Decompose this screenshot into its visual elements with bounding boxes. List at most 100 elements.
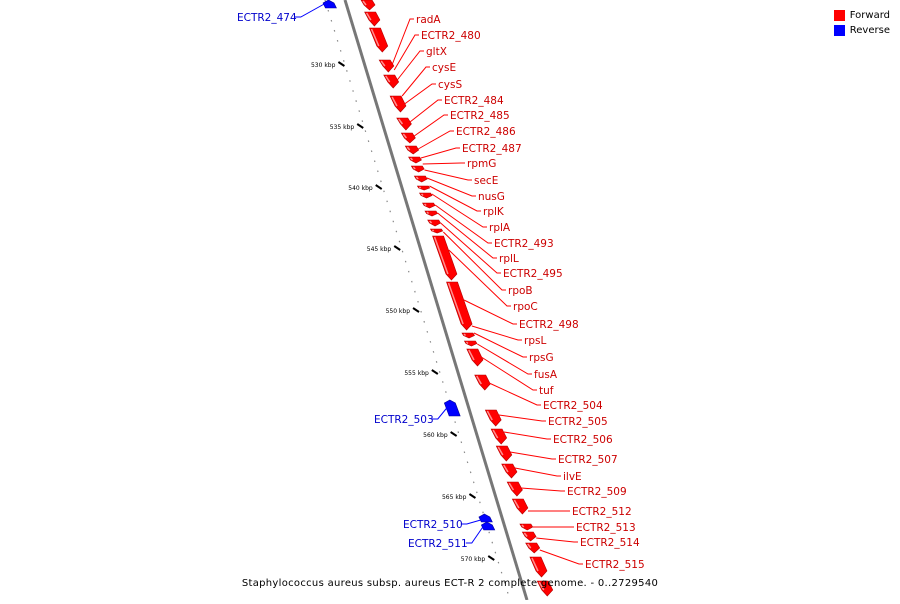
forward-gene-arrow (419, 192, 433, 199)
forward-gene-label[interactable]: ECTR2_514 (580, 537, 640, 549)
reverse-gene-label[interactable]: ECTR2_474 (237, 12, 297, 24)
forward-label-leader (420, 147, 460, 159)
forward-label-leader (404, 83, 436, 105)
forward-gene-label[interactable]: radA (416, 14, 441, 26)
forward-gene-highlight (426, 211, 430, 215)
forward-gene-label[interactable]: rpoC (513, 301, 538, 313)
forward-gene-label[interactable]: ilvE (563, 471, 582, 483)
forward-gene-label[interactable]: cysS (438, 79, 462, 91)
forward-label-leader (409, 99, 442, 123)
forward-gene-label[interactable]: rpmG (467, 158, 496, 170)
reverse-swatch (833, 25, 845, 36)
forward-gene-arrow (463, 340, 478, 347)
genome-backbone (343, 0, 529, 601)
reverse-gene-label[interactable]: ECTR2_511 (408, 538, 468, 550)
forward-label-leader (431, 193, 487, 228)
forward-gene-label[interactable]: ECTR2_485 (450, 110, 510, 122)
scale-tick-label: 555 kbp (404, 370, 429, 377)
forward-label-leader (424, 169, 472, 181)
forward-gene-label[interactable]: tuf (539, 385, 554, 397)
forward-label-leader (396, 50, 424, 81)
forward-gene-label[interactable]: ECTR2_484 (444, 95, 504, 107)
forward-gene-highlight (424, 203, 427, 207)
reverse-gene-arrow (322, 0, 337, 9)
forward-gene-label[interactable]: rplA (489, 222, 511, 234)
forward-gene-label[interactable]: rpoB (508, 285, 533, 297)
forward-label-leader (443, 231, 506, 291)
forward-gene-label[interactable]: ECTR2_506 (553, 434, 613, 446)
forward-gene-label[interactable]: ECTR2_487 (462, 143, 522, 155)
forward-gene-highlight (476, 375, 482, 385)
forward-gene-label[interactable]: ECTR2_509 (567, 486, 627, 498)
forward-gene-label[interactable]: cysE (432, 62, 456, 74)
forward-gene-label[interactable]: ECTR2_493 (494, 238, 554, 250)
forward-label-leader (488, 382, 541, 406)
legend-reverse-label: Reverse (849, 25, 890, 36)
forward-gene-label[interactable]: rplL (499, 253, 519, 265)
forward-label-leader (448, 249, 511, 307)
forward-label-leader (481, 356, 537, 391)
forward-gene-label[interactable]: gltX (426, 46, 447, 58)
forward-gene-label[interactable]: ECTR2_480 (421, 30, 481, 42)
forward-gene-highlight (391, 96, 398, 107)
forward-gene-label[interactable]: ECTR2_504 (543, 400, 603, 412)
scale-tick-label: 550 kbp (386, 308, 411, 315)
forward-gene-highlight (415, 176, 419, 180)
scale-tick-label: 540 kbp (348, 185, 373, 192)
forward-label-leader (514, 467, 561, 477)
forward-label-leader (463, 299, 517, 325)
forward-label-leader (401, 66, 430, 97)
forward-gene-arrow (410, 165, 425, 173)
forward-gene-label[interactable]: nusG (478, 191, 505, 203)
reverse-label-leader (431, 407, 448, 420)
reverse-gene-label[interactable]: ECTR2_510 (403, 519, 463, 531)
forward-label-leader (393, 34, 419, 71)
forward-gene-arrow (429, 228, 444, 234)
forward-gene-highlight (418, 186, 422, 189)
legend-reverse: Reverse (833, 23, 890, 38)
forward-label-leader (471, 325, 522, 341)
forward-label-leader (417, 130, 454, 150)
forward-gene-label[interactable]: ECTR2_498 (519, 319, 579, 331)
scale-tick-label: 565 kbp (442, 494, 467, 501)
forward-gene-highlight (492, 429, 499, 439)
forward-gene-label[interactable]: secE (474, 175, 498, 187)
forward-label-leader (510, 451, 556, 460)
forward-gene-highlight (429, 220, 433, 224)
forward-gene-label[interactable]: ECTR2_515 (585, 559, 645, 571)
forward-gene-highlight (385, 75, 391, 83)
reverse-label-leader (460, 519, 481, 525)
forward-gene-arrow (461, 332, 475, 339)
scale-tick (450, 431, 458, 437)
forward-gene-highlight (521, 524, 525, 528)
forward-gene-highlight (431, 229, 435, 232)
forward-gene-label[interactable]: ECTR2_513 (576, 522, 636, 534)
forward-label-leader (434, 204, 492, 244)
scale-tick (393, 245, 401, 251)
scale-tick (468, 493, 476, 499)
forward-gene-arrow (422, 202, 436, 209)
forward-gene-label[interactable]: ECTR2_486 (456, 126, 516, 138)
forward-gene-arrow (416, 185, 431, 191)
forward-gene-label[interactable]: fusA (534, 369, 558, 381)
reverse-gene-label[interactable]: ECTR2_503 (374, 414, 434, 426)
gene-labels: radA ECTR2_480 gltX cysE cysS ECTR2_484 ECTR2_… (237, 3, 645, 571)
forward-gene-label[interactable]: ECTR2_507 (558, 454, 618, 466)
forward-gene-highlight (503, 464, 509, 473)
forward-gene-highlight (447, 282, 464, 325)
forward-gene-highlight (497, 446, 504, 456)
forward-gene-highlight (370, 28, 380, 47)
scale-tick (431, 369, 439, 375)
forward-gene-label[interactable]: ECTR2_495 (503, 268, 563, 280)
forward-gene-label[interactable]: rpsG (529, 352, 554, 364)
forward-gene-label[interactable]: rplK (483, 206, 505, 218)
reverse-label-leader (465, 526, 484, 544)
legend-forward-label: Forward (849, 10, 890, 21)
forward-label-leader (473, 332, 527, 358)
forward-gene-label[interactable]: ECTR2_512 (572, 506, 632, 518)
forward-gene-arrow (413, 175, 428, 183)
forward-gene-label[interactable]: ECTR2_505 (548, 416, 608, 428)
forward-gene-label[interactable]: rpsL (524, 335, 546, 347)
forward-gene-highlight (463, 333, 467, 337)
